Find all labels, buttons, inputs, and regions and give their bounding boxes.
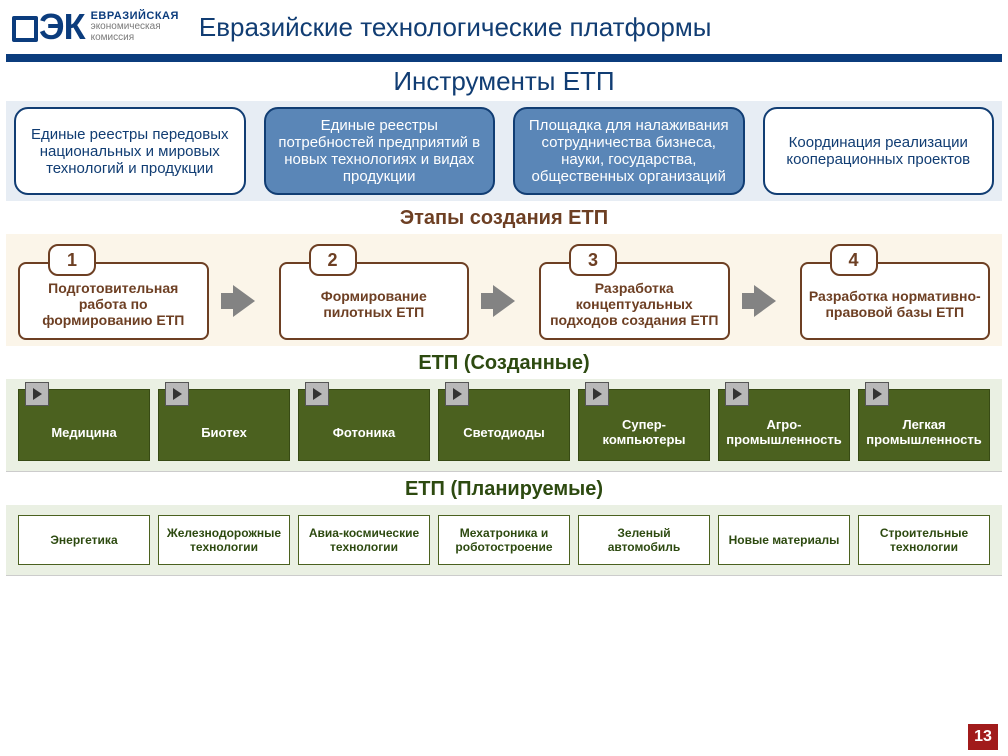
created-item-7: Легкая промышленность: [858, 389, 990, 461]
arrow-icon: [487, 285, 521, 317]
header-divider: [6, 54, 1002, 62]
created-item-4: Светодиоды: [438, 389, 570, 461]
stage-num-1: 1: [48, 244, 96, 276]
instrument-box-3: Площадка для налаживания сотрудничества …: [513, 107, 745, 195]
play-icon: [585, 382, 609, 406]
stage-label-1: Подготовительная работа по формированию …: [26, 280, 201, 328]
logo-mark: ЭК: [12, 6, 85, 48]
planned-item-4: Мехатроника и роботостроение: [438, 515, 570, 565]
stage-num-3: 3: [569, 244, 617, 276]
logo-line-3: комиссия: [91, 33, 179, 44]
stage-box-1: 1 Подготовительная работа по формировани…: [18, 262, 209, 340]
created-row: Медицина Биотех Фотоника Светодиоды Супе…: [14, 385, 994, 465]
created-item-5: Супер-компьютеры: [578, 389, 710, 461]
stage-label-4: Разработка нормативно-правовой базы ЕТП: [808, 288, 983, 320]
slide-title: Евразийские технологические платформы: [199, 12, 996, 43]
stage-label-3: Разработка концептуальных подходов созда…: [547, 280, 722, 328]
created-item-1: Медицина: [18, 389, 150, 461]
section-created-title: ЕТП (Созданные): [0, 352, 1008, 375]
section-planned-title: ЕТП (Планируемые): [0, 478, 1008, 501]
created-band: Медицина Биотех Фотоника Светодиоды Супе…: [6, 379, 1002, 472]
planned-item-7: Строительные технологии: [858, 515, 990, 565]
stage-num-2: 2: [309, 244, 357, 276]
stage-label-2: Формирование пилотных ЕТП: [287, 288, 462, 320]
planned-item-2: Железнодорожные технологии: [158, 515, 290, 565]
section-instruments-title: Инструменты ЕТП: [0, 66, 1008, 97]
play-icon: [445, 382, 469, 406]
play-icon: [25, 382, 49, 406]
stages-row: 1 Подготовительная работа по формировани…: [14, 262, 994, 340]
section-stages-title: Этапы создания ЕТП: [0, 207, 1008, 230]
stage-num-4: 4: [830, 244, 878, 276]
planned-row: Энергетика Железнодорожные технологии Ав…: [14, 511, 994, 569]
logo: ЭК ЕВРАЗИЙСКАЯ экономическая комиссия: [12, 6, 179, 48]
arrow-icon: [227, 285, 261, 317]
instruments-row: Единые реестры передовых национальных и …: [14, 107, 994, 195]
created-item-2: Биотех: [158, 389, 290, 461]
play-icon: [865, 382, 889, 406]
planned-item-6: Новые материалы: [718, 515, 850, 565]
stages-band: 1 Подготовительная работа по формировани…: [6, 234, 1002, 346]
planned-band: Энергетика Железнодорожные технологии Ав…: [6, 505, 1002, 576]
stage-box-4: 4 Разработка нормативно-правовой базы ЕТ…: [800, 262, 991, 340]
play-icon: [305, 382, 329, 406]
instruments-band: Единые реестры передовых национальных и …: [6, 101, 1002, 201]
stage-box-2: 2 Формирование пилотных ЕТП: [279, 262, 470, 340]
play-icon: [725, 382, 749, 406]
planned-item-3: Авиа-космические технологии: [298, 515, 430, 565]
instrument-box-2: Единые реестры потребностей предприятий …: [264, 107, 496, 195]
planned-item-5: Зеленый автомобиль: [578, 515, 710, 565]
slide: ЭК ЕВРАЗИЙСКАЯ экономическая комиссия Ев…: [0, 0, 1008, 756]
play-icon: [165, 382, 189, 406]
planned-item-1: Энергетика: [18, 515, 150, 565]
instrument-box-1: Единые реестры передовых национальных и …: [14, 107, 246, 195]
instrument-box-4: Координация реализации кооперационных пр…: [763, 107, 995, 195]
header: ЭК ЕВРАЗИЙСКАЯ экономическая комиссия Ев…: [0, 0, 1008, 48]
stage-box-3: 3 Разработка концептуальных подходов соз…: [539, 262, 730, 340]
logo-text: ЕВРАЗИЙСКАЯ экономическая комиссия: [91, 11, 179, 44]
arrow-icon: [748, 285, 782, 317]
created-item-3: Фотоника: [298, 389, 430, 461]
page-number-badge: 13: [968, 724, 998, 750]
created-item-6: Агро-промышленность: [718, 389, 850, 461]
